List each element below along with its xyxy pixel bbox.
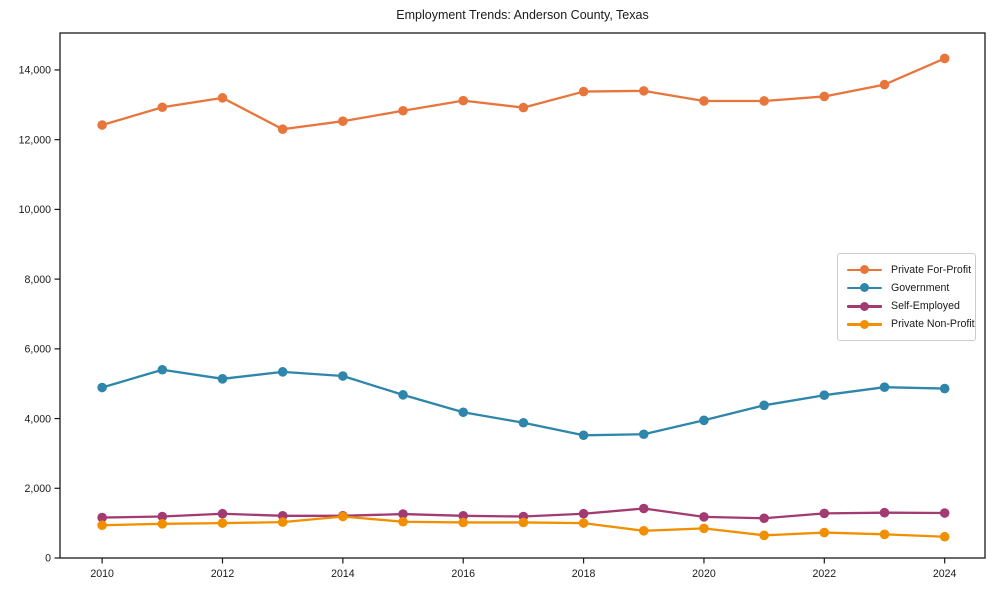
line-marker-icon (847, 301, 882, 311)
data-point-government (759, 400, 769, 411)
legend-item-self-employed: Self-Employed (847, 298, 967, 315)
data-point-private-non-profit (157, 519, 168, 529)
x-tick-label: 2024 (933, 568, 957, 580)
data-point-self-employed (97, 512, 107, 523)
y-tick-label: 8,000 (24, 274, 51, 286)
x-tick-label: 2020 (692, 568, 716, 580)
data-point-private-non-profit (97, 520, 107, 531)
data-point-private-non-profit (398, 516, 408, 527)
data-point-self-employed (939, 508, 950, 518)
y-tick-label: 14,000 (19, 65, 52, 77)
data-point-self-employed (398, 509, 408, 519)
data-point-private-non-profit (458, 517, 469, 528)
x-tick-label: 2014 (331, 568, 355, 580)
line-marker-icon (847, 319, 882, 329)
data-point-self-employed (458, 511, 469, 521)
data-point-private-non-profit (578, 518, 589, 528)
data-point-government (217, 374, 228, 384)
data-point-self-employed (578, 508, 589, 519)
data-point-private-non-profit (217, 518, 228, 528)
x-tick-label: 2012 (211, 568, 235, 580)
y-tick-label: 10,000 (19, 204, 52, 216)
data-point-private-for-profit (578, 86, 589, 97)
data-point-self-employed (638, 503, 649, 514)
data-point-private-for-profit (458, 95, 469, 106)
x-tick-label: 2016 (451, 568, 475, 580)
legend-label: Private Non-Profit (891, 318, 975, 331)
data-point-private-for-profit (759, 96, 769, 106)
data-point-self-employed (759, 513, 769, 524)
line-marker-icon (847, 283, 882, 293)
data-point-government (398, 390, 408, 400)
data-point-self-employed (699, 512, 709, 522)
data-point-self-employed (819, 508, 830, 519)
legend-label: Private For-Profit (891, 263, 972, 276)
legend-item-government: Government (847, 279, 967, 296)
data-point-self-employed (217, 508, 228, 519)
data-point-private-for-profit (338, 116, 348, 126)
legend-item-private-non-profit: Private Non-Profit (847, 316, 975, 333)
data-point-government (518, 417, 529, 428)
data-point-government (458, 407, 469, 418)
data-point-self-employed (157, 511, 168, 522)
data-point-government (157, 364, 168, 375)
data-point-private-for-profit (217, 93, 228, 103)
y-tick-label: 4,000 (24, 413, 51, 425)
data-point-private-non-profit (879, 529, 890, 540)
legend-label: Self-Employed (891, 300, 960, 313)
data-point-private-non-profit (939, 531, 950, 542)
series-line-private-for-profit (100, 57, 946, 131)
data-point-government (578, 430, 589, 441)
data-point-government (97, 382, 107, 393)
data-point-private-for-profit (879, 79, 890, 90)
chart-title: Employment Trends: Anderson County, Texa… (396, 8, 649, 22)
y-tick-label: 12,000 (19, 134, 52, 146)
line-marker-icon (847, 265, 882, 275)
x-tick-label: 2010 (90, 568, 114, 580)
data-point-private-for-profit (939, 53, 950, 64)
data-point-private-for-profit (638, 86, 649, 96)
legend-item-private-for-profit: Private For-Profit (847, 261, 971, 278)
data-point-private-non-profit (819, 527, 830, 538)
data-point-government (277, 367, 288, 377)
data-point-private-non-profit (638, 526, 649, 536)
data-point-government (819, 390, 830, 401)
data-point-government (699, 415, 709, 426)
x-tick-label: 2022 (813, 568, 837, 580)
data-point-government (879, 382, 890, 392)
y-tick-label: 0 (45, 553, 51, 565)
data-point-government (338, 371, 348, 381)
data-point-private-for-profit (157, 102, 168, 113)
y-tick-label: 2,000 (24, 483, 51, 495)
data-point-private-non-profit (277, 517, 288, 527)
data-point-private-for-profit (518, 102, 529, 113)
y-tick-label: 6,000 (24, 344, 51, 356)
x-tick-label: 2018 (572, 568, 596, 580)
data-point-government (939, 383, 950, 394)
data-point-self-employed (879, 507, 890, 518)
chart-legend: Private For-Profit Government Self-Emplo… (837, 253, 976, 341)
legend-label: Government (891, 281, 950, 294)
data-point-private-for-profit (699, 96, 709, 106)
data-point-private-non-profit (518, 517, 529, 528)
data-point-private-for-profit (277, 124, 288, 135)
data-point-private-for-profit (398, 105, 408, 116)
data-point-private-non-profit (338, 511, 348, 522)
data-point-private-non-profit (699, 523, 709, 534)
data-point-private-for-profit (97, 120, 107, 130)
plot-frame (59, 32, 986, 559)
data-point-government (638, 429, 649, 440)
data-point-private-non-profit (759, 530, 769, 541)
data-point-private-for-profit (819, 91, 830, 102)
